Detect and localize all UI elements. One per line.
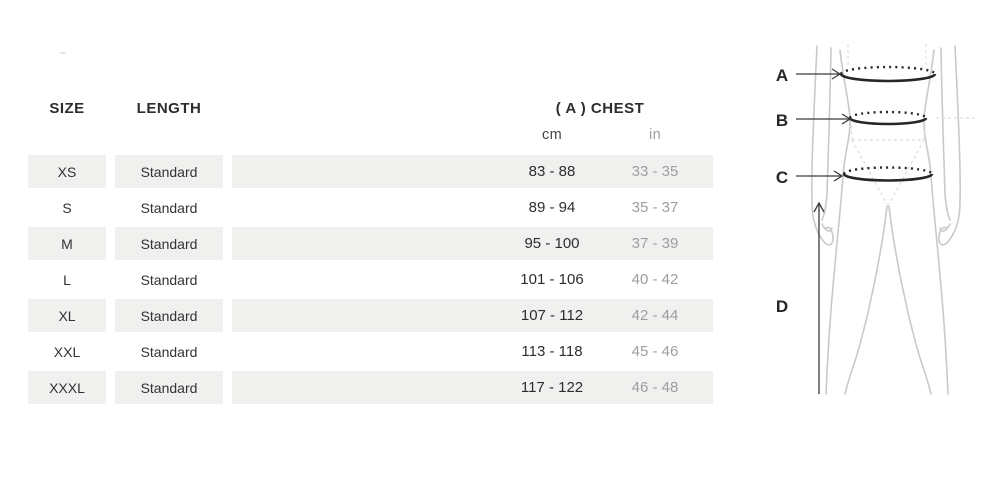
measurement-arrows: [796, 68, 852, 394]
chest-cm-value: 95 - 100: [524, 235, 580, 252]
table-row: M Standard 95 - 100 37 - 39: [28, 227, 713, 260]
col-header-chest: ( A ) CHEST: [555, 100, 645, 117]
size-cell: XS: [28, 155, 106, 188]
table-row: XL Standard 107 - 112 42 - 44: [28, 299, 713, 332]
chest-cell: 95 - 100 37 - 39: [232, 227, 713, 260]
chest-band-dots: [839, 65, 937, 75]
arrow-c-head: [833, 170, 844, 182]
size-cell: M: [28, 227, 106, 260]
chest-in-value: 40 - 42: [631, 271, 679, 288]
chest-cm-value: 89 - 94: [528, 199, 576, 216]
chest-band: [839, 73, 937, 83]
size-table-body: XS Standard 83 - 88 33 - 35 S Standard 8…: [28, 155, 713, 404]
chest-cm-value: 117 - 122: [520, 379, 584, 396]
chest-cell: 89 - 94 35 - 37: [232, 191, 713, 224]
chest-in-value: 42 - 44: [631, 307, 679, 324]
length-cell: Standard: [115, 155, 223, 188]
table-row: S Standard 89 - 94 35 - 37: [28, 191, 713, 224]
chest-cell: 101 - 106 40 - 42: [232, 263, 713, 296]
guide-lines: [847, 44, 978, 205]
waist-band: [848, 117, 928, 126]
chest-in-value: 45 - 46: [631, 343, 679, 360]
chest-cell: 83 - 88 33 - 35: [232, 155, 713, 188]
body-measurement-diagram: A B C D: [776, 44, 978, 395]
chest-cm-value: 107 - 112: [520, 307, 584, 324]
table-row: XS Standard 83 - 88 33 - 35: [28, 155, 713, 188]
size-cell: XXXL: [28, 371, 106, 404]
col-header-length: LENGTH: [136, 100, 202, 117]
unit-header-in: in: [649, 127, 661, 143]
hip-band-dots: [842, 166, 934, 175]
length-cell: Standard: [140, 343, 198, 360]
table-row: XXXL Standard 117 - 122 46 - 48: [28, 371, 713, 404]
diagram-label-d: D: [776, 297, 788, 316]
unit-header-cm: cm: [542, 127, 562, 143]
chest-cm-value: 101 - 106: [520, 271, 584, 288]
measurement-bands: [839, 65, 937, 182]
diagram-label-c: C: [776, 168, 788, 187]
arrow-b-head: [841, 113, 852, 125]
table-row: L Standard 101 - 106 40 - 42: [28, 263, 713, 296]
chest-in-value: 37 - 39: [631, 235, 679, 252]
length-cell: Standard: [115, 371, 223, 404]
body-outline: [811, 45, 961, 395]
chest-in-value: 46 - 48: [631, 379, 679, 396]
size-cell: L: [63, 271, 71, 288]
arrow-a-head: [831, 68, 842, 80]
table-row: XXL Standard 113 - 118 45 - 46: [28, 335, 713, 368]
hip-band: [842, 173, 934, 182]
chest-in-value: 33 - 35: [631, 163, 679, 180]
length-cell: Standard: [140, 271, 198, 288]
artifact-mark: [60, 52, 66, 54]
size-cell: XL: [28, 299, 106, 332]
length-cell: Standard: [115, 299, 223, 332]
arrow-d-head: [813, 201, 825, 213]
chest-in-value: 35 - 37: [631, 199, 679, 216]
chest-cell: 107 - 112 42 - 44: [232, 299, 713, 332]
length-cell: Standard: [115, 227, 223, 260]
waist-band-dots: [848, 110, 928, 119]
diagram-label-b: B: [776, 111, 788, 130]
size-cell: XXL: [53, 343, 81, 360]
diagram-label-a: A: [776, 66, 788, 85]
chest-cell: 113 - 118 45 - 46: [232, 335, 713, 368]
col-header-size: SIZE: [49, 100, 85, 117]
chest-cell: 117 - 122 46 - 48: [232, 371, 713, 404]
size-cell: S: [62, 199, 72, 216]
length-cell: Standard: [140, 199, 198, 216]
chest-cm-value: 83 - 88: [528, 163, 576, 180]
chest-cm-value: 113 - 118: [521, 343, 583, 360]
